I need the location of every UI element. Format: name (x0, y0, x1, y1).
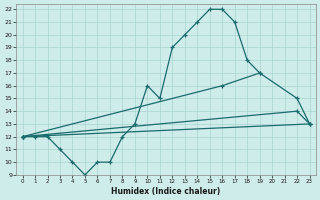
X-axis label: Humidex (Indice chaleur): Humidex (Indice chaleur) (111, 187, 221, 196)
